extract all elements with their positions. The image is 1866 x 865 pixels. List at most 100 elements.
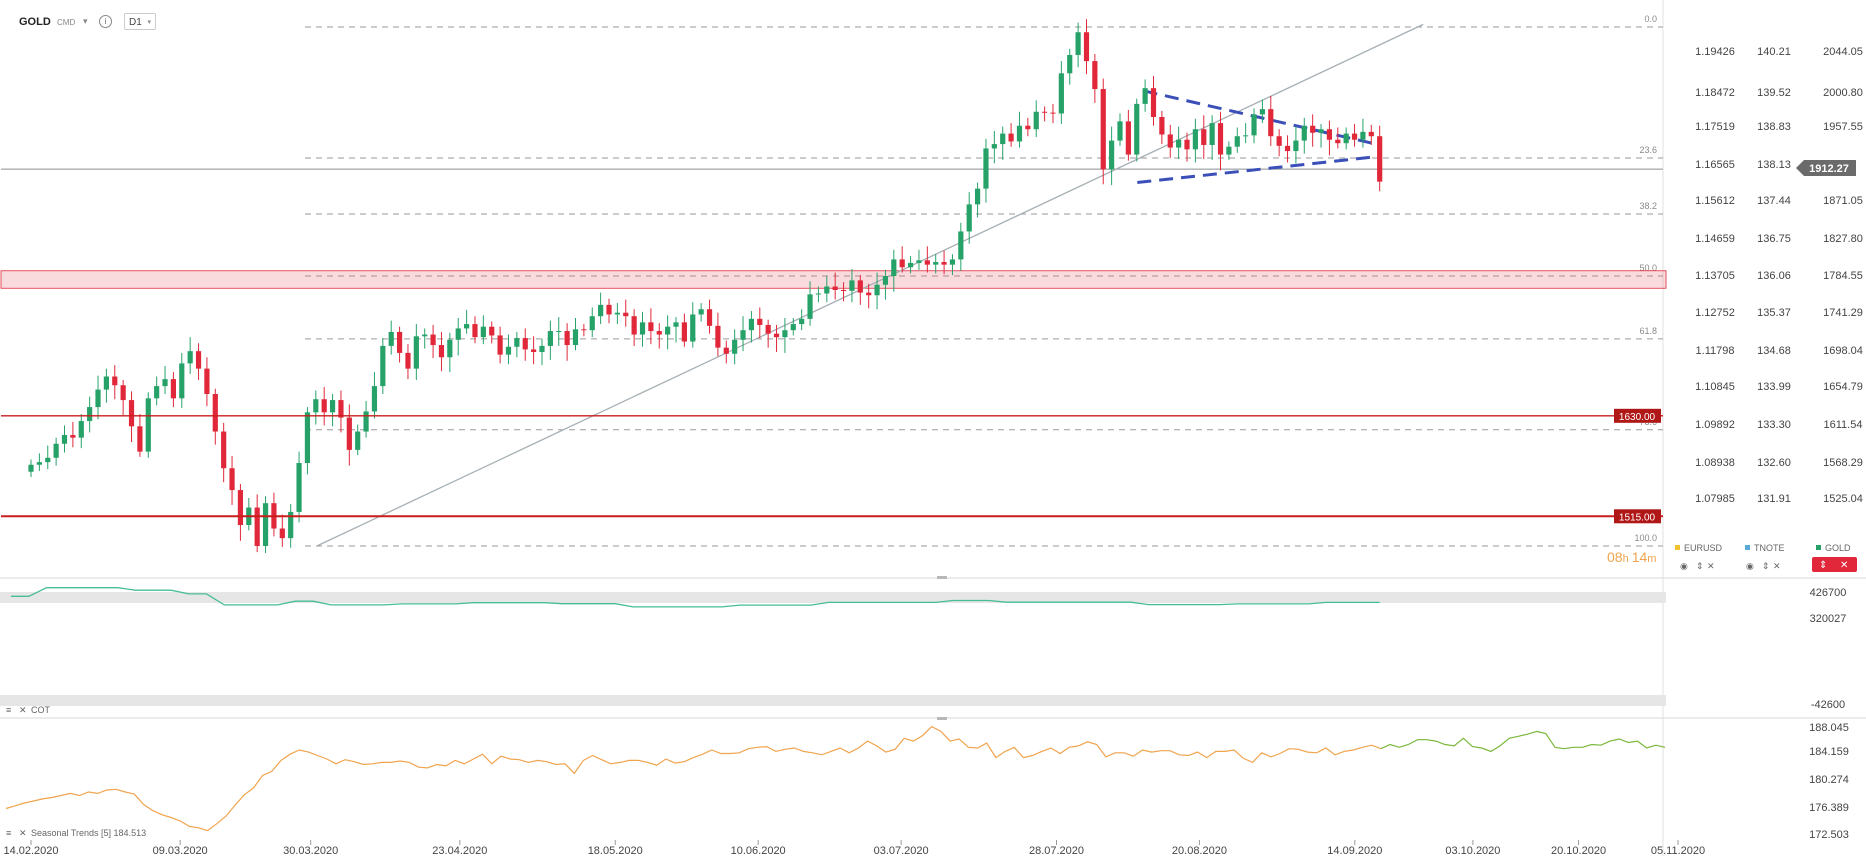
candle-body — [61, 435, 68, 444]
candle-body — [815, 293, 822, 295]
eye-icon[interactable]: ◉ — [1746, 561, 1754, 571]
candle-body — [87, 407, 93, 422]
candle-body — [204, 368, 210, 394]
candle-body — [346, 417, 352, 450]
gold-axis-label: 1611.54 — [1824, 419, 1863, 431]
triangle-upper-line[interactable] — [1143, 89, 1381, 147]
close-icon[interactable]: ✕ — [19, 705, 27, 715]
candle-body — [78, 421, 84, 438]
candle-body — [1351, 133, 1358, 140]
candle-body — [329, 400, 336, 413]
candle-body — [447, 339, 453, 358]
candle-body — [589, 316, 595, 331]
gold-axis-label: 1871.05 — [1823, 195, 1863, 207]
candle-body — [464, 324, 470, 329]
candle-body — [212, 393, 218, 432]
eye-icon[interactable]: ◉ — [1680, 561, 1688, 571]
legend-item-eurusd[interactable]: EURUSD ◉ ⇕ ✕ — [1675, 543, 1723, 571]
tnote-axis-label: 139.52 — [1757, 87, 1791, 99]
menu-icon[interactable]: ≡ — [6, 828, 11, 838]
seasonal-pane-label: ≡ ✕ Seasonal Trends [5] 184.513 — [6, 828, 146, 838]
candle-body — [958, 231, 964, 260]
x-tick-label: 03.07.2020 — [874, 845, 929, 857]
candle-body — [581, 329, 587, 331]
candle-body — [991, 144, 997, 149]
sort-icon[interactable]: ⇕ — [1696, 561, 1704, 571]
candle-body — [1251, 114, 1257, 136]
close-icon[interactable]: ✕ — [1707, 561, 1715, 571]
candle-body — [598, 304, 604, 317]
fib-level-label: 38.2 — [1639, 201, 1657, 211]
level-tag-label: 1630.00 — [1619, 412, 1656, 423]
candle-body — [70, 435, 76, 438]
x-tick-label: 20.10.2020 — [1551, 845, 1606, 857]
candle-body — [891, 259, 897, 277]
legend: EURUSD ◉ ⇕ ✕ TNOTE ◉ ⇕ ✕ GOLD ⇕ ✕ — [1675, 543, 1857, 572]
gold-axis-label: 1827.80 — [1823, 233, 1863, 245]
countdown-h: h — [1623, 553, 1629, 565]
candle-body — [773, 333, 780, 338]
gold-active-badge[interactable] — [1812, 557, 1857, 572]
sort-icon[interactable]: ⇕ — [1762, 561, 1770, 571]
candle-body — [1150, 88, 1157, 117]
candle-body — [547, 331, 553, 346]
current-price-tag: 1912.27 — [1796, 160, 1856, 176]
chevron-down-icon: ▾ — [147, 19, 151, 26]
volume-axis-label: 320027 — [1810, 613, 1847, 625]
legend-item-tnote[interactable]: TNOTE ◉ ⇕ ✕ — [1745, 543, 1785, 571]
candle-body — [623, 312, 629, 317]
candle-body — [296, 462, 302, 512]
eurusd-axis-label: 1.09892 — [1695, 419, 1735, 431]
chart-header: GOLD CMD ▾ i D1 ▾ — [0, 0, 1866, 40]
candle-body — [170, 379, 177, 399]
tnote-axis-label: 132.60 — [1757, 457, 1791, 469]
candle-body — [966, 204, 972, 232]
cot-label: COT — [31, 705, 51, 715]
eurusd-axis-label: 1.07985 — [1695, 493, 1735, 505]
close-icon[interactable]: ✕ — [1773, 561, 1781, 571]
candle-body — [907, 262, 914, 268]
sort-icon[interactable]: ⇕ — [1819, 560, 1827, 571]
candle-body — [1142, 88, 1148, 104]
candle-body — [1092, 61, 1098, 90]
timeframe-select[interactable]: D1 ▾ — [124, 13, 156, 30]
eurusd-axis-label: 1.19426 — [1695, 46, 1735, 58]
close-icon[interactable]: ✕ — [19, 828, 27, 838]
symbol-label[interactable]: GOLD — [19, 16, 51, 28]
chevron-down-icon[interactable]: ▾ — [83, 16, 88, 26]
candle-body — [572, 329, 579, 346]
resistance-zone[interactable] — [0, 270, 1667, 289]
candle-body — [1310, 125, 1316, 133]
candle-body — [1167, 134, 1173, 148]
legend-label-tnote: TNOTE — [1754, 543, 1785, 553]
info-icon[interactable]: i — [99, 15, 112, 28]
gold-axis-label: 2044.05 — [1823, 46, 1863, 58]
candle-body — [983, 148, 989, 189]
seasonal-axis-label: 188.045 — [1809, 722, 1849, 734]
candle-body — [1159, 116, 1165, 135]
level-tag-label: 1515.00 — [1619, 512, 1656, 523]
close-icon[interactable]: ✕ — [1840, 560, 1848, 571]
gold-axis-label: 1525.04 — [1823, 493, 1863, 505]
gold-axis-label: 1568.29 — [1823, 457, 1863, 469]
triangle-lower-line[interactable] — [1137, 154, 1380, 185]
x-tick-label: 09.03.2020 — [153, 845, 208, 857]
candle-body — [807, 294, 813, 319]
candle-body — [1326, 129, 1333, 140]
candle-body — [665, 326, 671, 335]
gold-color-swatch — [1816, 545, 1821, 550]
candle-body — [1209, 123, 1215, 145]
candle-body — [438, 345, 445, 358]
candle-body — [480, 326, 486, 338]
market-label: CMD — [57, 18, 76, 27]
level-tag — [1614, 408, 1661, 423]
eurusd-axis-label: 1.18472 — [1695, 87, 1735, 99]
menu-icon[interactable]: ≡ — [6, 705, 11, 715]
fib-level-label: 0.0 — [1644, 14, 1657, 24]
pane-resize-handle[interactable] — [937, 576, 947, 579]
legend-item-gold[interactable]: GOLD ⇕ ✕ — [1812, 543, 1857, 572]
pane-resize-handle[interactable] — [937, 717, 947, 720]
candle-body — [849, 280, 855, 291]
candle-countdown: 08h 14m — [1607, 549, 1656, 565]
